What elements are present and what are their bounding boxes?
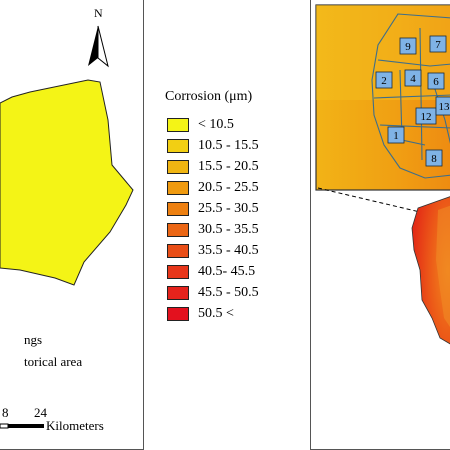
legend-label: 20.5 - 25.5 [198,180,259,195]
legend-title: Corrosion (μm) [165,89,253,104]
scale-tick-24: 24 [34,405,47,420]
legend-swatch [167,307,189,321]
legend-item-buildings-label: ngs [24,332,43,347]
legend-swatch [167,202,189,216]
legend-label: 10.5 - 15.5 [198,138,259,153]
scale-tick-8: 8 [2,405,9,420]
legend-label: 30.5 - 35.5 [198,222,259,237]
legend-swatch [167,118,189,132]
legend-swatch [167,286,189,300]
legend-item-historical-area-label: torical area [24,354,83,369]
legend-swatch [167,160,189,174]
legend-label: < 10.5 [198,117,234,132]
legend-swatch [167,181,189,195]
legend-label: 45.5 - 50.5 [198,285,259,300]
scale-unit-label: Kilometers [46,418,104,433]
right-map-panel [310,0,450,450]
legend-swatch [167,139,189,153]
legend-swatch [167,265,189,279]
north-label: N [94,6,103,20]
legend-label: 50.5 < [198,306,234,321]
legend-label: 40.5- 45.5 [198,264,256,279]
legend-swatch [167,244,189,258]
legend-swatch [167,223,189,237]
legend-label: 35.5 - 40.5 [198,243,259,258]
left-map-panel [0,0,144,450]
legend-label: 15.5 - 20.5 [198,159,259,174]
legend-label: 25.5 - 30.5 [198,201,259,216]
